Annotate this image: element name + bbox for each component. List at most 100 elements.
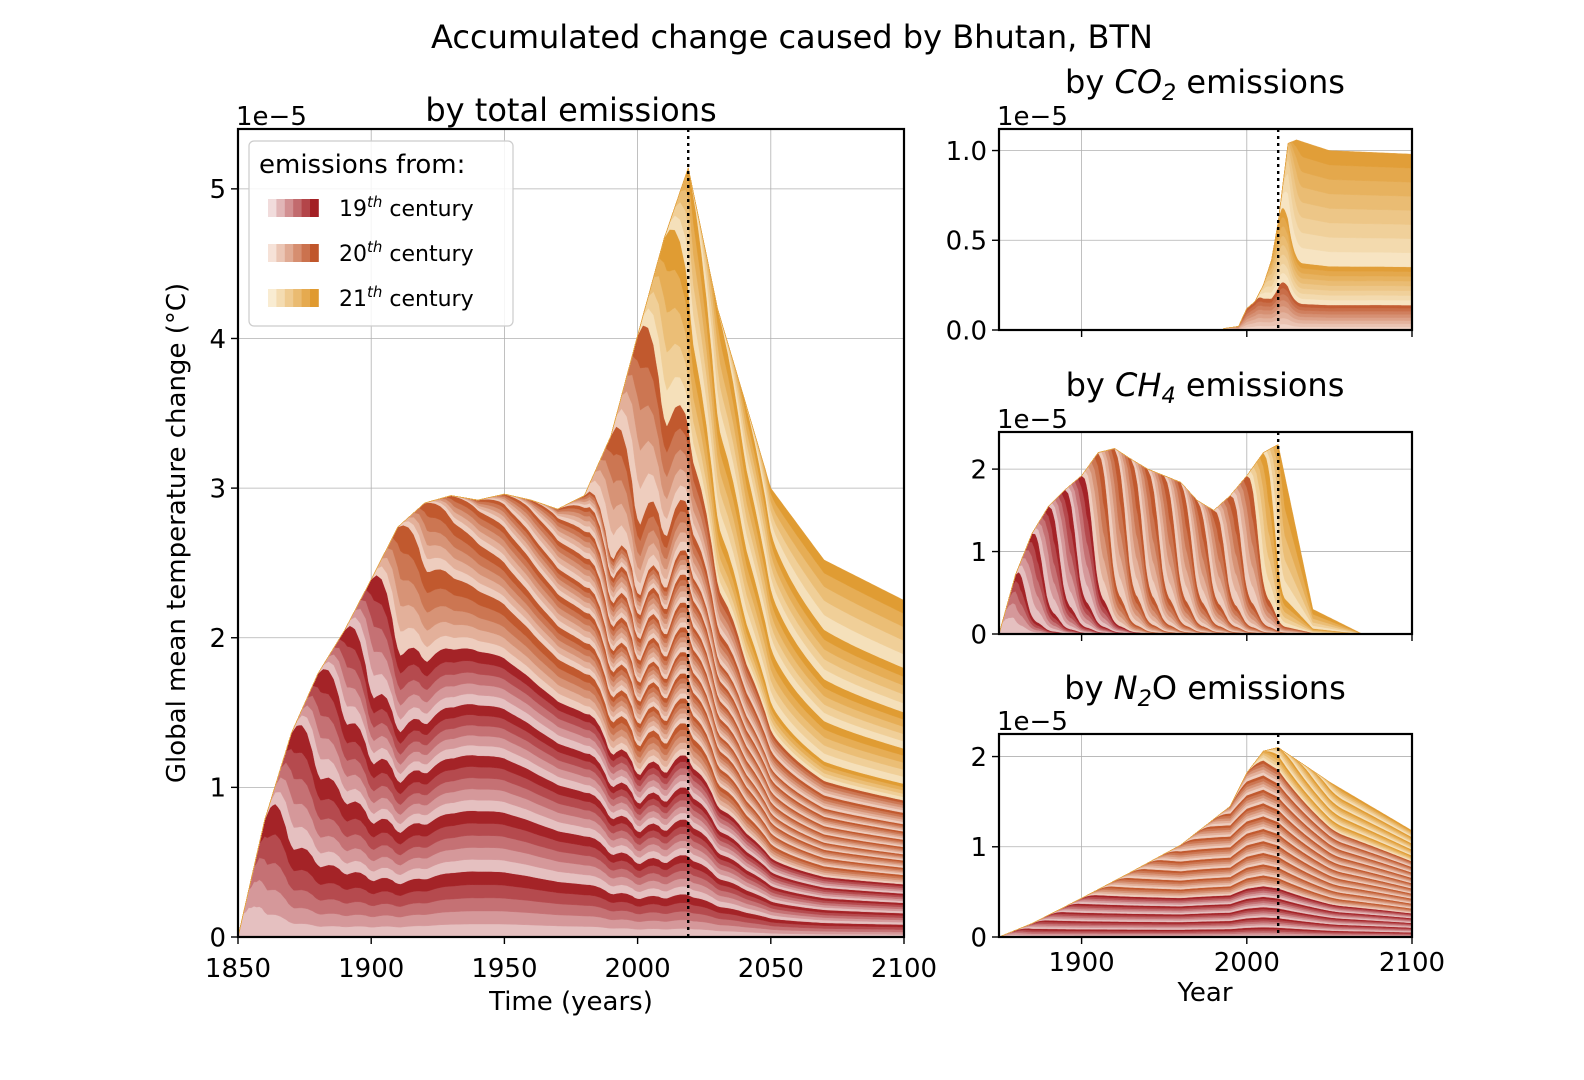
legend-swatch-segment bbox=[301, 199, 311, 217]
n2o-band bbox=[999, 747, 1412, 937]
co2-band bbox=[999, 281, 1412, 330]
axis-offset-label: 1e−5 bbox=[997, 102, 1068, 132]
x-tick-label: 1900 bbox=[338, 954, 404, 984]
y-tick-label: 0 bbox=[209, 923, 226, 953]
y-tick-label: 2 bbox=[970, 743, 987, 773]
y-tick-label: 1 bbox=[209, 774, 226, 804]
co2-band bbox=[999, 323, 1412, 330]
legend-title: emissions from: bbox=[259, 150, 465, 180]
co2-band bbox=[999, 244, 1412, 330]
legend-swatch-segment bbox=[268, 244, 277, 262]
total-stack bbox=[238, 167, 904, 937]
n2o-stack bbox=[999, 747, 1412, 937]
ch4-band bbox=[999, 444, 1412, 634]
y-tick-label: 5 bbox=[209, 175, 226, 205]
y-tick-label: 1 bbox=[970, 538, 987, 568]
y-tick-label: 0.0 bbox=[946, 316, 987, 346]
legend-swatch-segment bbox=[310, 199, 319, 217]
co2-title: by CO2 emissions bbox=[1065, 63, 1345, 106]
x-tick-label: 2050 bbox=[738, 954, 804, 984]
co2-stack bbox=[999, 139, 1412, 330]
legend-swatch-segment bbox=[268, 289, 277, 307]
axis-offset-label: 1e−5 bbox=[997, 405, 1068, 435]
legend-swatch-segment bbox=[310, 289, 319, 307]
y-tick-label: 4 bbox=[209, 325, 226, 355]
axis-offset-label: 1e−5 bbox=[997, 707, 1068, 737]
total-band bbox=[238, 167, 904, 937]
legend-swatch-segment bbox=[293, 289, 302, 307]
co2-band bbox=[999, 191, 1412, 330]
total-ylabel: Global mean temperature change (°C) bbox=[162, 283, 192, 783]
co2-band bbox=[999, 226, 1412, 330]
co2-band bbox=[999, 263, 1412, 330]
x-tick-label: 1900 bbox=[1049, 948, 1115, 978]
plot-frame bbox=[997, 732, 1414, 939]
co2-band bbox=[999, 142, 1412, 330]
co2-band bbox=[999, 293, 1412, 330]
co2-band bbox=[999, 207, 1412, 330]
legend-box bbox=[248, 140, 514, 327]
ch4-stack bbox=[999, 444, 1412, 634]
y-tick-label: 0.5 bbox=[946, 227, 987, 257]
x-tick-label: 2100 bbox=[871, 954, 937, 984]
plot-frame bbox=[997, 127, 1414, 332]
legend-swatch-segment bbox=[276, 289, 286, 307]
y-tick-label: 2 bbox=[970, 455, 987, 485]
x-tick-label: 2100 bbox=[1379, 948, 1445, 978]
co2-band bbox=[999, 139, 1412, 330]
total-title: by total emissions bbox=[425, 91, 716, 129]
co2-band bbox=[999, 299, 1412, 330]
ch4-band bbox=[999, 580, 1412, 634]
axis-offset-label: 1e−5 bbox=[236, 102, 307, 132]
x-tick-label: 1850 bbox=[205, 954, 271, 984]
co2-band bbox=[999, 173, 1412, 330]
legend-swatch-segment bbox=[284, 199, 294, 217]
legend-swatch-segment bbox=[276, 244, 286, 262]
plot-frame bbox=[997, 430, 1414, 636]
legend-entry-label: 21th century bbox=[339, 283, 474, 312]
legend-entry-label: 19th century bbox=[339, 193, 474, 222]
ch4-frame: 0 1 2 1e−5 bbox=[970, 405, 1414, 650]
ch4-title: by CH4 emissions bbox=[1066, 366, 1345, 409]
y-tick-label: 1.0 bbox=[946, 137, 987, 167]
co2-frame: 0.0 0.5 1.0 1e−5 bbox=[946, 102, 1414, 346]
co2-band bbox=[999, 272, 1412, 330]
legend-swatch-segment bbox=[276, 199, 286, 217]
co2-band bbox=[999, 216, 1412, 330]
plot-frame bbox=[236, 127, 906, 939]
n2o-xlabel: Year bbox=[1176, 978, 1232, 1008]
y-tick-label: 1 bbox=[970, 833, 987, 863]
legend-swatch-segment bbox=[301, 244, 311, 262]
co2-band bbox=[999, 305, 1412, 330]
legend-swatch-segment bbox=[284, 244, 294, 262]
legend-swatch-segment bbox=[268, 199, 277, 217]
legend-swatch-segment bbox=[293, 244, 302, 262]
figure-title: Accumulated change caused by Bhutan, BTN bbox=[431, 18, 1153, 56]
y-tick-label: 0 bbox=[970, 923, 987, 953]
ch4-band bbox=[999, 522, 1412, 634]
co2-band bbox=[999, 287, 1412, 330]
legend-swatch-segment bbox=[301, 289, 311, 307]
legend: emissions from: 19th century 20th century 2… bbox=[248, 140, 514, 327]
y-tick-label: 2 bbox=[209, 624, 226, 654]
total-xlabel: Time (years) bbox=[488, 987, 653, 1017]
ch4-band bbox=[999, 527, 1412, 634]
n2o-frame: 1900 2000 2100 0 1 2 1e−5 bbox=[970, 707, 1445, 978]
legend-swatch-segment bbox=[293, 199, 302, 217]
ch4-band bbox=[999, 591, 1412, 634]
co2-band bbox=[999, 254, 1412, 330]
co2-band bbox=[999, 311, 1412, 330]
co2-band bbox=[999, 235, 1412, 330]
x-tick-label: 2000 bbox=[605, 954, 671, 984]
legend-swatch-segment bbox=[310, 244, 319, 262]
y-tick-label: 3 bbox=[209, 474, 226, 504]
co2-band bbox=[999, 317, 1412, 330]
legend-swatch-segment bbox=[284, 289, 294, 307]
y-tick-label: 0 bbox=[970, 620, 987, 650]
x-tick-label: 2000 bbox=[1214, 948, 1280, 978]
n2o-title: by N2O emissions bbox=[1064, 669, 1345, 712]
legend-entry-label: 20th century bbox=[339, 238, 474, 267]
total-frame: 1850 1900 1950 2000 2050 2100 0 1 2 3 4 5 1e−5 bbox=[205, 102, 937, 984]
